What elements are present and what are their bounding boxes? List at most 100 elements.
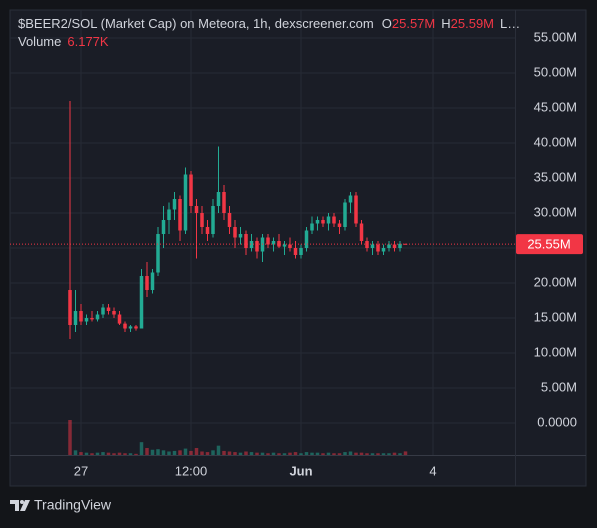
- volume-bar: [205, 452, 210, 455]
- volume-bar: [381, 453, 386, 455]
- candle-body: [134, 326, 138, 329]
- candle-body: [156, 234, 160, 273]
- volume-bar: [95, 452, 100, 455]
- candle-body: [315, 220, 320, 224]
- candle-body: [304, 230, 309, 249]
- candle-body: [354, 195, 358, 224]
- candle-body: [117, 314, 122, 324]
- candle-body: [90, 318, 94, 320]
- volume-bar: [288, 452, 292, 455]
- candle-body: [249, 241, 254, 249]
- volume-bar: [249, 452, 254, 455]
- candle-body: [222, 192, 226, 214]
- volume-bar: [310, 452, 314, 455]
- logo-part: [20, 500, 30, 511]
- candle-body: [112, 311, 116, 315]
- candle-body: [321, 220, 325, 224]
- candle-body: [337, 223, 342, 228]
- ohlc-key: O: [382, 16, 392, 31]
- volume-bar: [139, 442, 144, 455]
- candle-body: [244, 234, 248, 249]
- x-tick-label: 12:00: [175, 463, 208, 478]
- candle-body: [178, 199, 182, 231]
- volume-bar: [387, 453, 391, 455]
- candle-body: [101, 307, 105, 315]
- candle-body: [310, 223, 314, 231]
- volume-bar: [260, 452, 265, 455]
- ohlc-value: 25.59M: [451, 16, 494, 31]
- candle-body: [277, 241, 281, 247]
- y-tick-label: 50.00M: [534, 64, 577, 79]
- candle-body: [343, 202, 347, 228]
- volume-bar: [167, 451, 171, 455]
- volume-bar: [337, 453, 342, 455]
- last-price-label: 25.55M: [527, 237, 570, 252]
- volume-bar: [150, 449, 155, 455]
- volume-bar: [343, 452, 347, 455]
- volume-bar: [392, 452, 397, 455]
- volume-bar: [112, 453, 116, 455]
- volume-bar: [255, 452, 259, 455]
- chart-title: $BEER2/SOL (Market Cap) on Meteora, 1h, …: [18, 16, 374, 31]
- volume-bar: [172, 450, 177, 455]
- candle-body: [293, 248, 298, 256]
- candle-body: [398, 243, 402, 249]
- volume-bar: [238, 452, 243, 455]
- volume-bar: [79, 452, 83, 455]
- y-tick-label: 40.00M: [534, 134, 577, 149]
- volume-bar: [90, 453, 94, 455]
- volume-bar: [123, 453, 127, 455]
- volume-bar: [359, 452, 364, 455]
- candle-body: [381, 248, 386, 252]
- candle-body: [79, 311, 83, 322]
- volume-bar: [145, 448, 149, 455]
- volume-bar: [293, 452, 298, 455]
- volume-bar: [178, 450, 182, 455]
- volume-bar: [326, 452, 331, 455]
- volume-bar: [106, 452, 111, 455]
- volume-bar: [365, 453, 369, 455]
- candle-body: [271, 241, 276, 245]
- candle-body: [216, 192, 221, 207]
- candle-body: [95, 314, 100, 320]
- volume-name: Volume: [18, 34, 61, 49]
- candle-body: [299, 248, 303, 256]
- candle-body: [288, 244, 292, 249]
- volume-bar: [398, 453, 402, 455]
- volume-bar: [354, 452, 358, 455]
- candle-body: [194, 206, 199, 214]
- volume-bar: [211, 450, 215, 455]
- volume-bar: [304, 452, 309, 455]
- candle-body: [227, 213, 232, 228]
- volume-bar: [183, 448, 188, 455]
- last-price-box: [516, 234, 583, 255]
- volume-bar: [84, 452, 89, 455]
- volume-bar: [216, 445, 221, 455]
- volume-bar: [266, 453, 270, 455]
- candle-body: [332, 216, 336, 224]
- volume-bar: [332, 453, 336, 455]
- brand-logo: [10, 500, 30, 511]
- volume-bar: [101, 452, 105, 455]
- candle-body: [183, 174, 188, 231]
- candle-body: [211, 206, 215, 235]
- volume-bar: [244, 451, 248, 455]
- volume-bar: [271, 452, 276, 455]
- volume-bar: [403, 451, 408, 455]
- ohlc-value: 25.57M: [392, 16, 435, 31]
- candle-body: [403, 243, 408, 245]
- y-tick-label: 0.0000: [537, 414, 577, 429]
- candle-body: [139, 276, 144, 329]
- candle-body: [376, 244, 380, 252]
- y-tick-label: 5.00M: [541, 379, 577, 394]
- candle-body: [387, 244, 391, 249]
- candle-body: [205, 227, 210, 235]
- volume-value: 6.177K: [67, 34, 109, 49]
- logo-part: [20, 500, 24, 504]
- candle-body: [167, 209, 171, 221]
- candle-body: [233, 227, 237, 238]
- candle-body: [145, 276, 149, 291]
- volume-bar: [194, 448, 199, 455]
- volume-bar: [68, 420, 72, 455]
